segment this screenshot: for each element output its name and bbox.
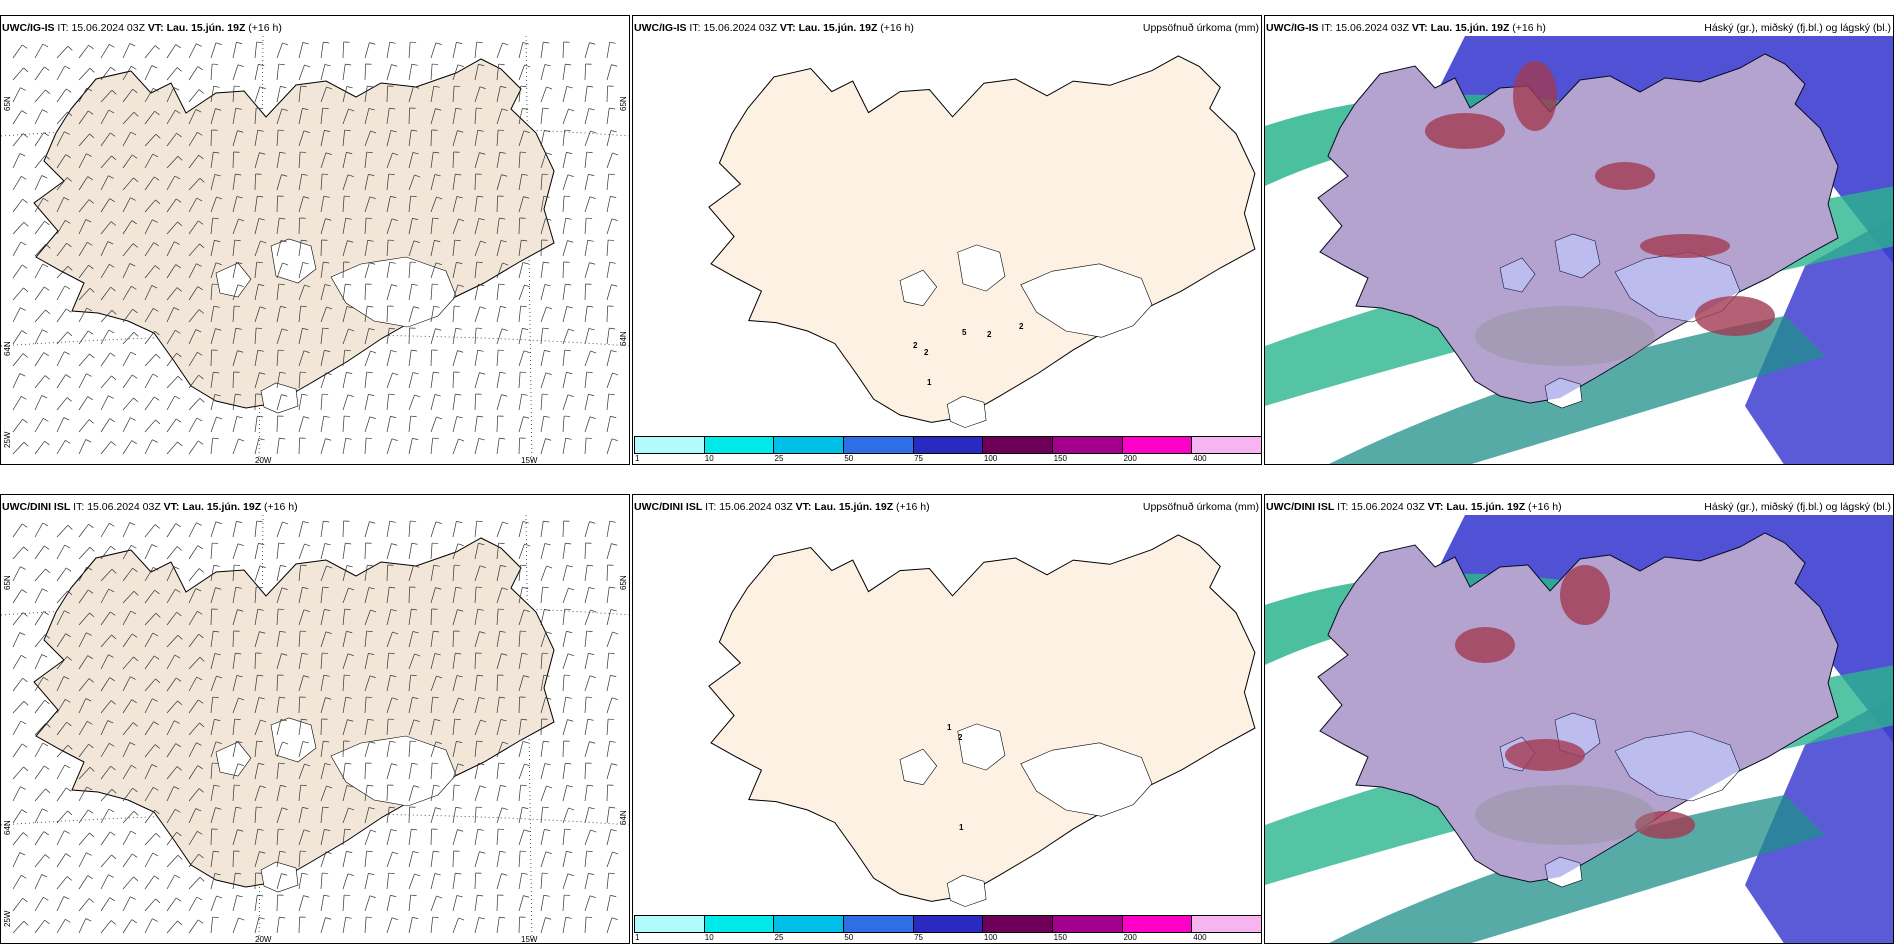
legend-color-segment — [1192, 437, 1261, 453]
legend-tick-label: 150 — [1053, 933, 1068, 942]
legend-tick-label: 25 — [774, 454, 784, 463]
lat-label: 25W — [3, 431, 12, 448]
cloud-map-panel-bottom: UWC/DINI ISL IT: 15.06.2024 03Z VT: Lau.… — [1264, 494, 1894, 944]
legend-tick-label: 50 — [844, 933, 854, 942]
cloud-map-panel-top: UWC/IG-IS IT: 15.06.2024 03Z VT: Lau. 15… — [1264, 15, 1894, 465]
legend-color-segment — [704, 437, 775, 453]
legend-color-segment — [704, 916, 775, 932]
wind-map-panel-top: UWC/IG-IS IT: 15.06.2024 03Z VT: Lau. 15… — [0, 15, 630, 465]
lat-label: 65N — [3, 96, 12, 111]
lat-label: 65N — [619, 575, 628, 590]
lon-label: 15W — [521, 456, 538, 465]
precip-value-label: 2 — [958, 733, 963, 742]
panel-header: UWC/IG-IS IT: 15.06.2024 03Z VT: Lau. 15… — [2, 22, 282, 34]
cloud-title: Háský (gr.), miðský (fj.bl.) og lágský (… — [1704, 22, 1891, 34]
cloud-cover-map — [1265, 515, 1893, 943]
precip-legend-ticks: 1 10 25 50 75 100 150 200 400 — [634, 454, 1261, 464]
legend-color-segment — [1122, 437, 1193, 453]
legend-tick-label: 1 — [635, 454, 640, 463]
lon-label: 20W — [255, 456, 272, 465]
legend-tick-label: 50 — [844, 454, 854, 463]
legend-tick-label: 100 — [983, 933, 998, 942]
legend-tick-label: 200 — [1123, 933, 1137, 942]
lat-label: 64N — [3, 341, 12, 356]
legend-tick-label: 25 — [774, 933, 784, 942]
lat-label: 64N — [619, 331, 628, 346]
legend-color-segment — [1053, 437, 1123, 453]
cloud-title: Háský (gr.), miðský (fj.bl.) og lágský (… — [1704, 501, 1891, 513]
precip-value-label: 1 — [927, 378, 932, 387]
legend-color-segment — [774, 916, 845, 932]
precip-map-panel-top: UWC/IG-IS IT: 15.06.2024 03Z VT: Lau. 15… — [632, 15, 1262, 465]
legend-color-segment — [844, 437, 914, 453]
legend-tick-label: 400 — [1193, 933, 1207, 942]
precip-title: Uppsöfnuð úrkoma (mm) — [1142, 22, 1259, 34]
legend-color-segment — [1122, 916, 1193, 932]
panel-header: UWC/IG-IS IT: 15.06.2024 03Z VT: Lau. 15… — [1266, 22, 1546, 34]
legend-color-segment — [635, 437, 705, 453]
legend-color-segment — [1192, 916, 1261, 932]
precip-map — [708, 55, 1256, 428]
precip-map-panel-bottom: UWC/DINI ISL IT: 15.06.2024 03Z VT: Lau.… — [632, 494, 1262, 944]
legend-tick-label: 10 — [704, 933, 714, 942]
legend-tick-label: 75 — [914, 933, 924, 942]
legend-color-segment — [635, 916, 705, 932]
precip-title: Uppsöfnuð úrkoma (mm) — [1142, 501, 1259, 513]
lat-label: 25W — [3, 910, 12, 927]
precip-value-label: 2 — [913, 341, 918, 350]
precip-value-label: 5 — [962, 328, 967, 337]
panel-header: UWC/DINI ISL IT: 15.06.2024 03Z VT: Lau.… — [634, 501, 930, 513]
wind-barb-map — [1, 514, 629, 943]
wind-map-panel-bottom: UWC/DINI ISL IT: 15.06.2024 03Z VT: Lau.… — [0, 494, 630, 944]
precip-legend-ticks: 1 10 25 50 75 100 150 200 400 — [634, 933, 1261, 943]
lat-label: 64N — [3, 820, 12, 835]
legend-color-segment — [1053, 916, 1123, 932]
legend-tick-label: 400 — [1193, 454, 1207, 463]
legend-color-segment — [774, 437, 845, 453]
precip-value-label: 2 — [987, 330, 992, 339]
legend-tick-label: 75 — [914, 454, 924, 463]
legend-color-segment — [983, 437, 1054, 453]
precip-value-label: 2 — [924, 348, 929, 357]
legend-color-segment — [844, 916, 914, 932]
legend-color-segment — [913, 916, 984, 932]
legend-color-segment — [983, 916, 1054, 932]
lon-label: 20W — [255, 935, 272, 944]
legend-color-segment — [913, 437, 984, 453]
lon-label: 15W — [521, 935, 538, 944]
lat-label: 65N — [619, 96, 628, 111]
precip-map — [708, 534, 1256, 907]
panel-header: UWC/DINI ISL IT: 15.06.2024 03Z VT: Lau.… — [2, 501, 298, 513]
legend-tick-label: 100 — [983, 454, 998, 463]
panel-header: UWC/DINI ISL IT: 15.06.2024 03Z VT: Lau.… — [1266, 501, 1562, 513]
lat-label: 64N — [619, 810, 628, 825]
precip-color-legend — [634, 915, 1261, 933]
lat-label: 65N — [3, 575, 12, 590]
legend-tick-label: 1 — [635, 933, 640, 942]
legend-tick-label: 10 — [704, 454, 714, 463]
wind-barb-map — [1, 35, 629, 464]
precip-value-label: 1 — [959, 823, 964, 832]
precip-color-legend — [634, 436, 1261, 454]
legend-tick-label: 200 — [1123, 454, 1137, 463]
cloud-cover-map — [1265, 36, 1893, 464]
legend-tick-label: 150 — [1053, 454, 1068, 463]
precip-value-label: 2 — [1019, 322, 1024, 331]
precip-value-label: 1 — [947, 723, 952, 732]
panel-header: UWC/IG-IS IT: 15.06.2024 03Z VT: Lau. 15… — [634, 22, 914, 34]
